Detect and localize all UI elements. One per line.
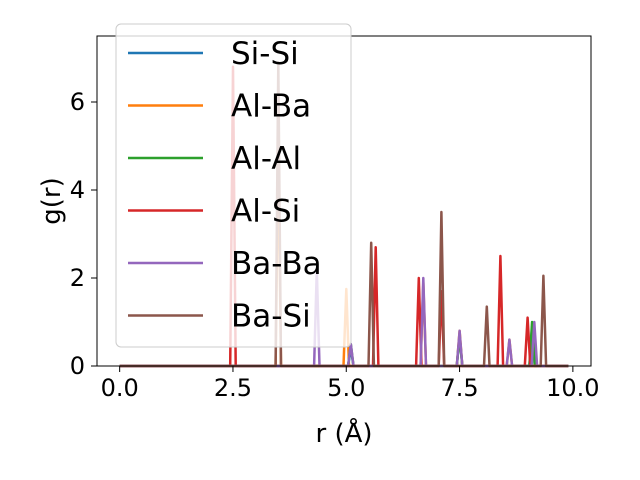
x-tick-label: 10.0 xyxy=(546,374,599,402)
legend-label: Ba-Ba xyxy=(231,246,322,282)
x-tick-label: 7.5 xyxy=(440,374,478,402)
x-tick-label: 2.5 xyxy=(214,374,252,402)
legend-label: Al-Ba xyxy=(231,89,311,125)
legend-label: Al-Al xyxy=(231,141,301,177)
y-tick-label: 4 xyxy=(70,176,85,204)
y-axis-ticks: 0 2 4 6 xyxy=(70,88,97,380)
legend-label: Ba-Si xyxy=(231,299,311,335)
y-tick-label: 0 xyxy=(70,352,85,380)
x-axis-ticks: 0.0 2.5 5.0 7.5 10.0 xyxy=(101,366,600,402)
y-axis-label: g(r) xyxy=(37,177,67,224)
x-tick-label: 0.0 xyxy=(101,374,139,402)
legend-label: Al-Si xyxy=(231,194,300,230)
legend: Si-Si Al-Ba Al-Al Al-Si Ba-Ba Ba-Si xyxy=(115,23,352,348)
legend-label: Si-Si xyxy=(231,36,299,72)
y-tick-label: 6 xyxy=(70,88,85,116)
y-tick-label: 2 xyxy=(70,264,85,292)
x-axis-label: r (Å) xyxy=(315,417,372,449)
x-tick-label: 5.0 xyxy=(327,374,365,402)
